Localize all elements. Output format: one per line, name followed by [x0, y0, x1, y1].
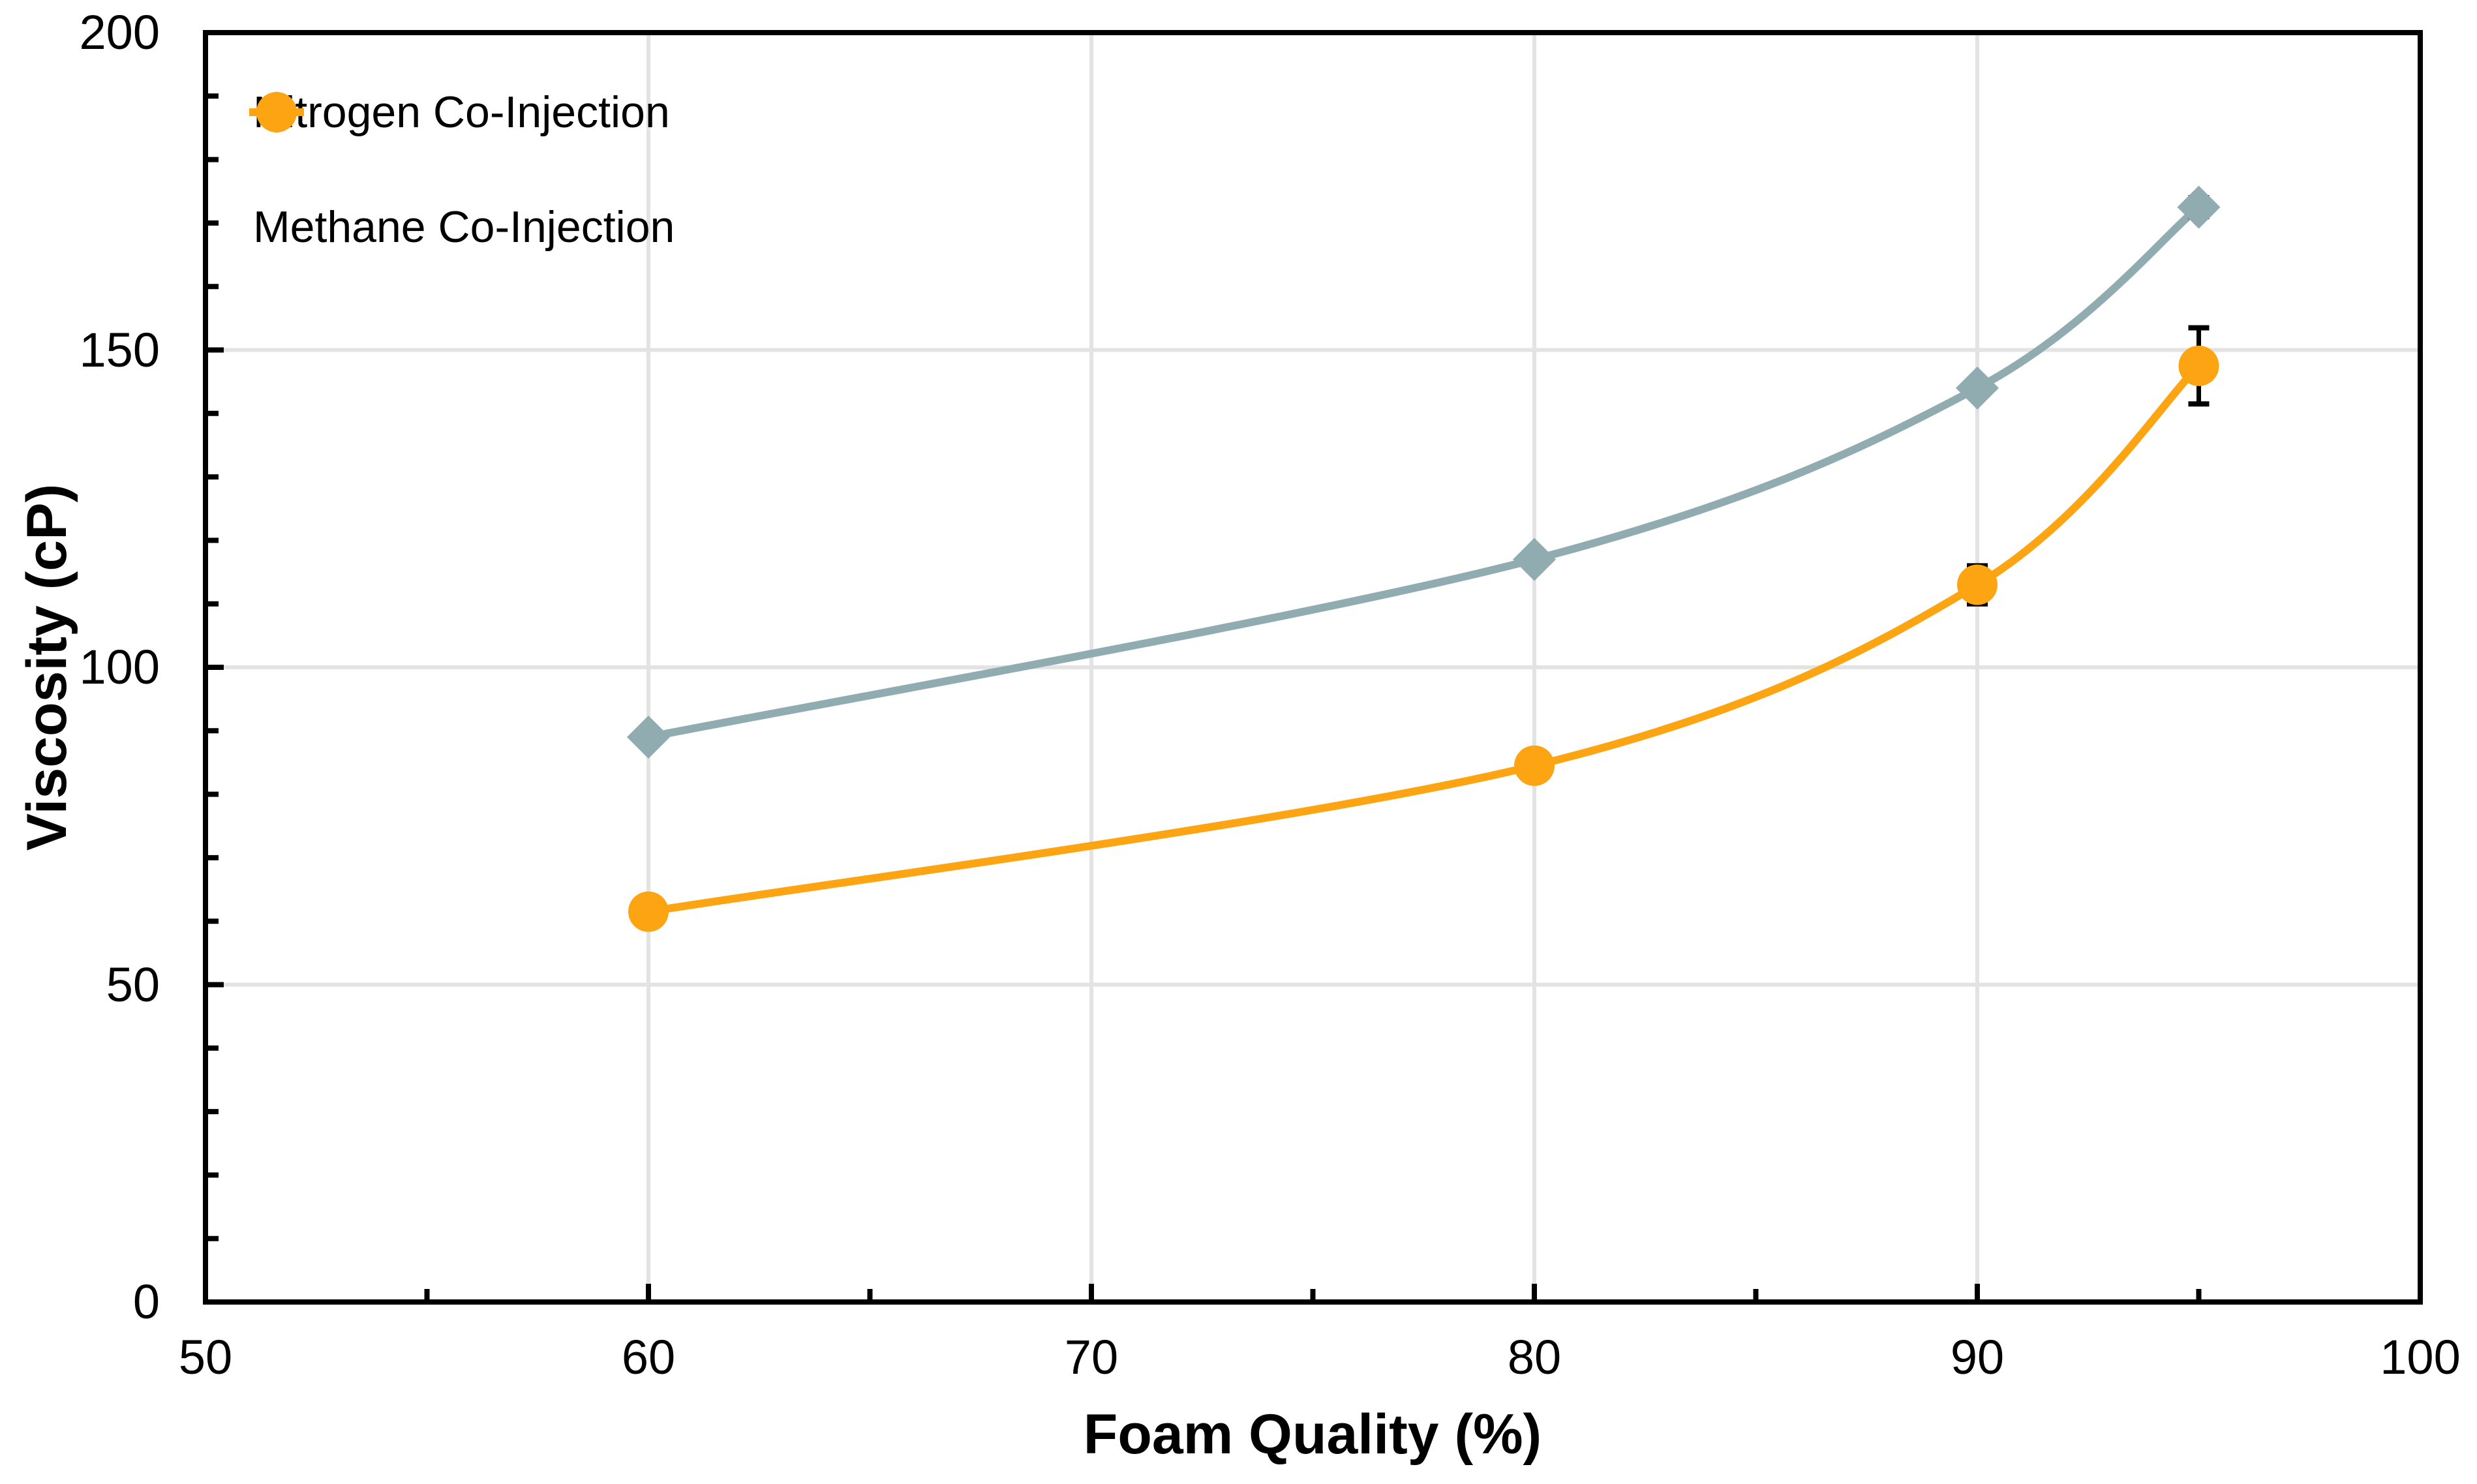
methane-legend-marker-icon: [249, 92, 304, 132]
data-point-circle: [628, 891, 669, 932]
series-line: [645, 361, 2203, 916]
plot-border: [203, 30, 2423, 1305]
y-tick-label-200: 200: [79, 5, 160, 59]
y-tick-label-100: 100: [79, 640, 160, 694]
data-point-diamond: [2177, 185, 2221, 229]
x-tick-label-100: 100: [2380, 1330, 2461, 1384]
x-axis-title: Foam Quality (%): [1083, 1403, 1542, 1466]
legend-label-methane: Methane Co-Injection: [253, 202, 675, 252]
x-tick-label-50: 50: [178, 1330, 233, 1384]
x-tick-label-60: 60: [621, 1330, 676, 1384]
series-line: [645, 203, 2203, 742]
data-point-diamond: [1956, 366, 1999, 410]
x-tick-label-80: 80: [1507, 1330, 1562, 1384]
data-point-diamond: [627, 716, 670, 759]
legend-item-nitrogen: Nitrogen Co-Injection: [249, 86, 675, 138]
legend-label-nitrogen: Nitrogen Co-Injection: [253, 87, 670, 137]
legend-item-methane: Methane Co-Injection: [249, 92, 675, 253]
x-tick-label-70: 70: [1064, 1330, 1119, 1384]
y-tick-label-150: 150: [79, 322, 160, 377]
data-point-circle: [1957, 564, 1998, 605]
data-point-circle: [2178, 345, 2219, 386]
x-tick-label-90: 90: [1950, 1330, 2005, 1384]
data-point-diamond: [1513, 538, 1556, 581]
y-tick-label-0: 0: [132, 1275, 160, 1329]
legend: Nitrogen Co-Injection Methane Co-Injecti…: [249, 86, 675, 253]
y-tick-label-50: 50: [106, 957, 160, 1012]
data-point-circle: [1514, 745, 1555, 786]
